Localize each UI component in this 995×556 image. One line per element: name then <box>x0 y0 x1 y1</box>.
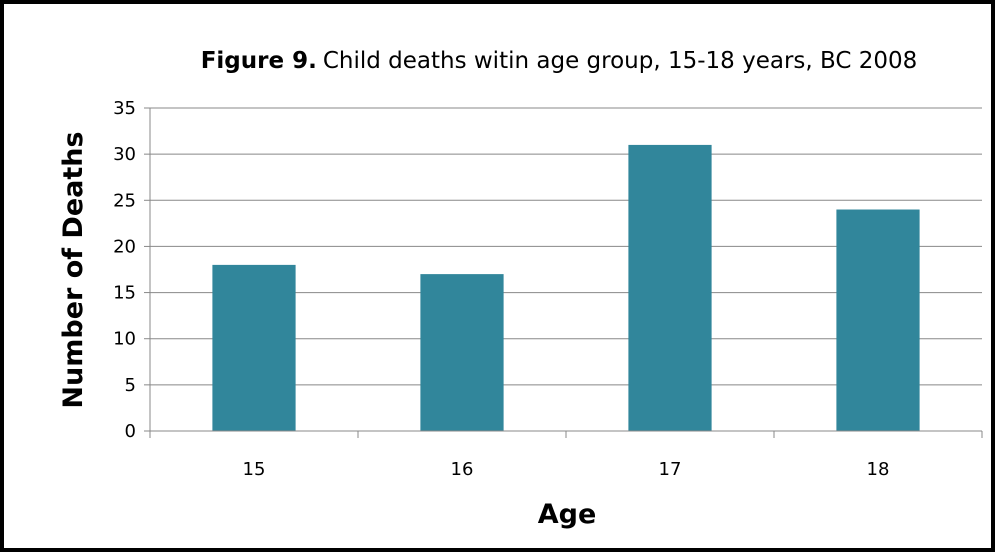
x-tick-label-16: 16 <box>451 459 474 480</box>
x-axis-title: Age <box>538 499 597 530</box>
x-tick-label-17: 17 <box>659 459 682 480</box>
bar-15 <box>212 264 296 431</box>
chart-title-text: Child deaths witin age group, 15-18 year… <box>323 48 917 74</box>
bars <box>212 144 920 431</box>
y-tick-label-30: 30 <box>113 144 136 165</box>
y-tick-label-5: 5 <box>125 375 136 396</box>
bar-17 <box>628 144 712 431</box>
bar-18 <box>836 209 920 431</box>
chart-title: Figure 9. Child deaths witin age group, 1… <box>201 48 918 74</box>
y-tick-label-10: 10 <box>113 329 136 350</box>
y-tick-label-35: 35 <box>113 98 136 119</box>
chart-title-prefix: Figure 9. <box>201 48 317 74</box>
y-tick-label-20: 20 <box>113 236 136 257</box>
y-tick-label-15: 15 <box>113 283 136 304</box>
x-tick-label-18: 18 <box>867 459 890 480</box>
axes <box>144 107 983 438</box>
bar-16 <box>420 274 504 431</box>
bar-chart: Figure 9. Child deaths witin age group, 1… <box>58 48 983 530</box>
y-tick-label-25: 25 <box>113 190 136 211</box>
y-tick-label-0: 0 <box>125 421 136 442</box>
x-tick-label-15: 15 <box>243 459 266 480</box>
y-axis-title: Number of Deaths <box>58 131 89 408</box>
tick-labels: 0 5 10 15 20 25 30 35 15 16 17 18 <box>113 98 889 480</box>
